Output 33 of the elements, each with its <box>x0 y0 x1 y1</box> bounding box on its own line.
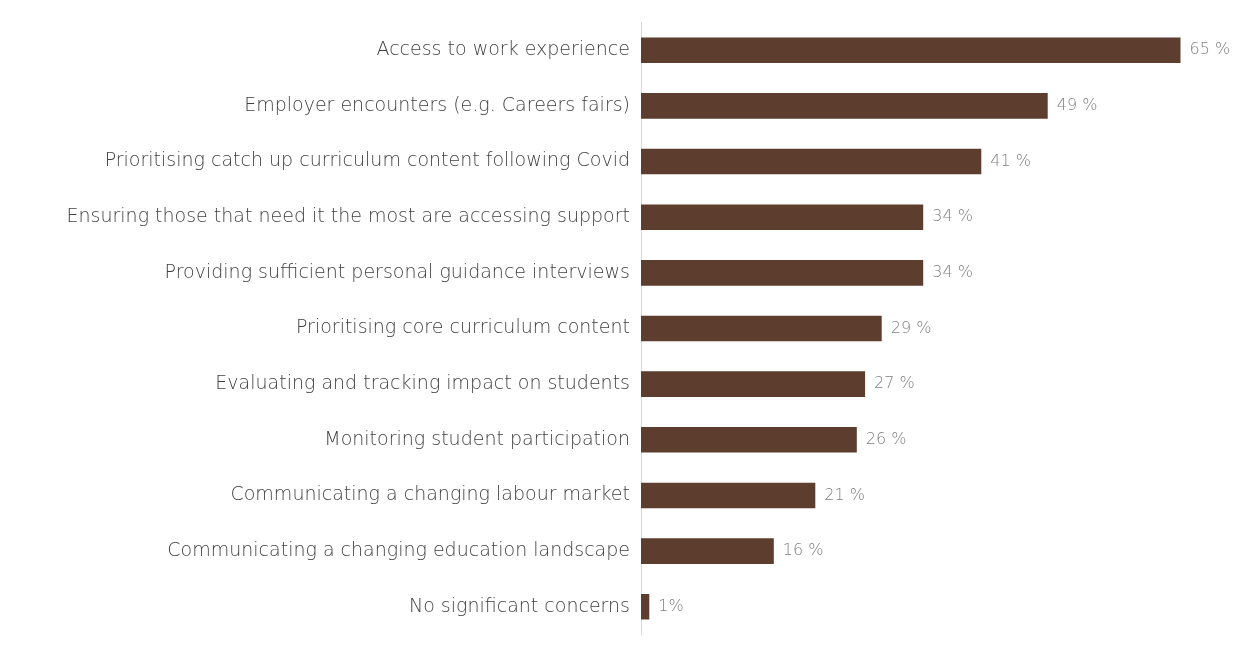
bar <box>641 371 866 397</box>
bar <box>641 593 650 620</box>
bar <box>641 538 774 564</box>
data-label: 65 % <box>1189 39 1231 59</box>
data-label: 41 % <box>990 150 1031 170</box>
data-label: 1% <box>658 595 684 615</box>
y-tick-label: Communicating a changing labour market <box>230 482 630 505</box>
y-tick-label: Prioritising core curriculum content <box>295 315 630 338</box>
bar <box>641 204 924 230</box>
bar <box>641 93 1048 119</box>
data-label: 26 % <box>865 428 907 448</box>
y-tick-label: Evaluating and tracking impact on students <box>215 371 630 394</box>
y-tick-label: Prioritising catch up curriculum content following Covid <box>104 148 630 171</box>
data-label: 34 % <box>932 262 973 281</box>
data-label: 49 % <box>1056 95 1098 115</box>
bar <box>641 260 924 286</box>
y-tick-label: Monitoring student participation <box>324 426 630 449</box>
bar <box>641 37 1181 64</box>
y-tick-label: No significant concerns <box>408 593 630 616</box>
y-tick-label: Access to work experience <box>376 37 630 60</box>
data-label: 29 % <box>890 317 932 337</box>
data-label: 21 % <box>824 484 865 504</box>
bar <box>641 427 857 453</box>
y-tick-label: Communicating a changing education landscape <box>167 538 630 561</box>
y-tick-label: Providing sufficient personal guidance interviews <box>164 259 630 282</box>
data-label: 27 % <box>874 373 915 393</box>
data-label: 34 % <box>932 206 973 226</box>
bar <box>641 482 816 509</box>
bar <box>641 148 982 175</box>
y-tick-label: Ensuring those that need it the most are accessing support <box>66 204 630 227</box>
bar <box>641 315 882 342</box>
data-label: 16 % <box>782 540 824 560</box>
y-tick-label: Employer encounters (e.g. Careers fairs) <box>244 92 630 115</box>
